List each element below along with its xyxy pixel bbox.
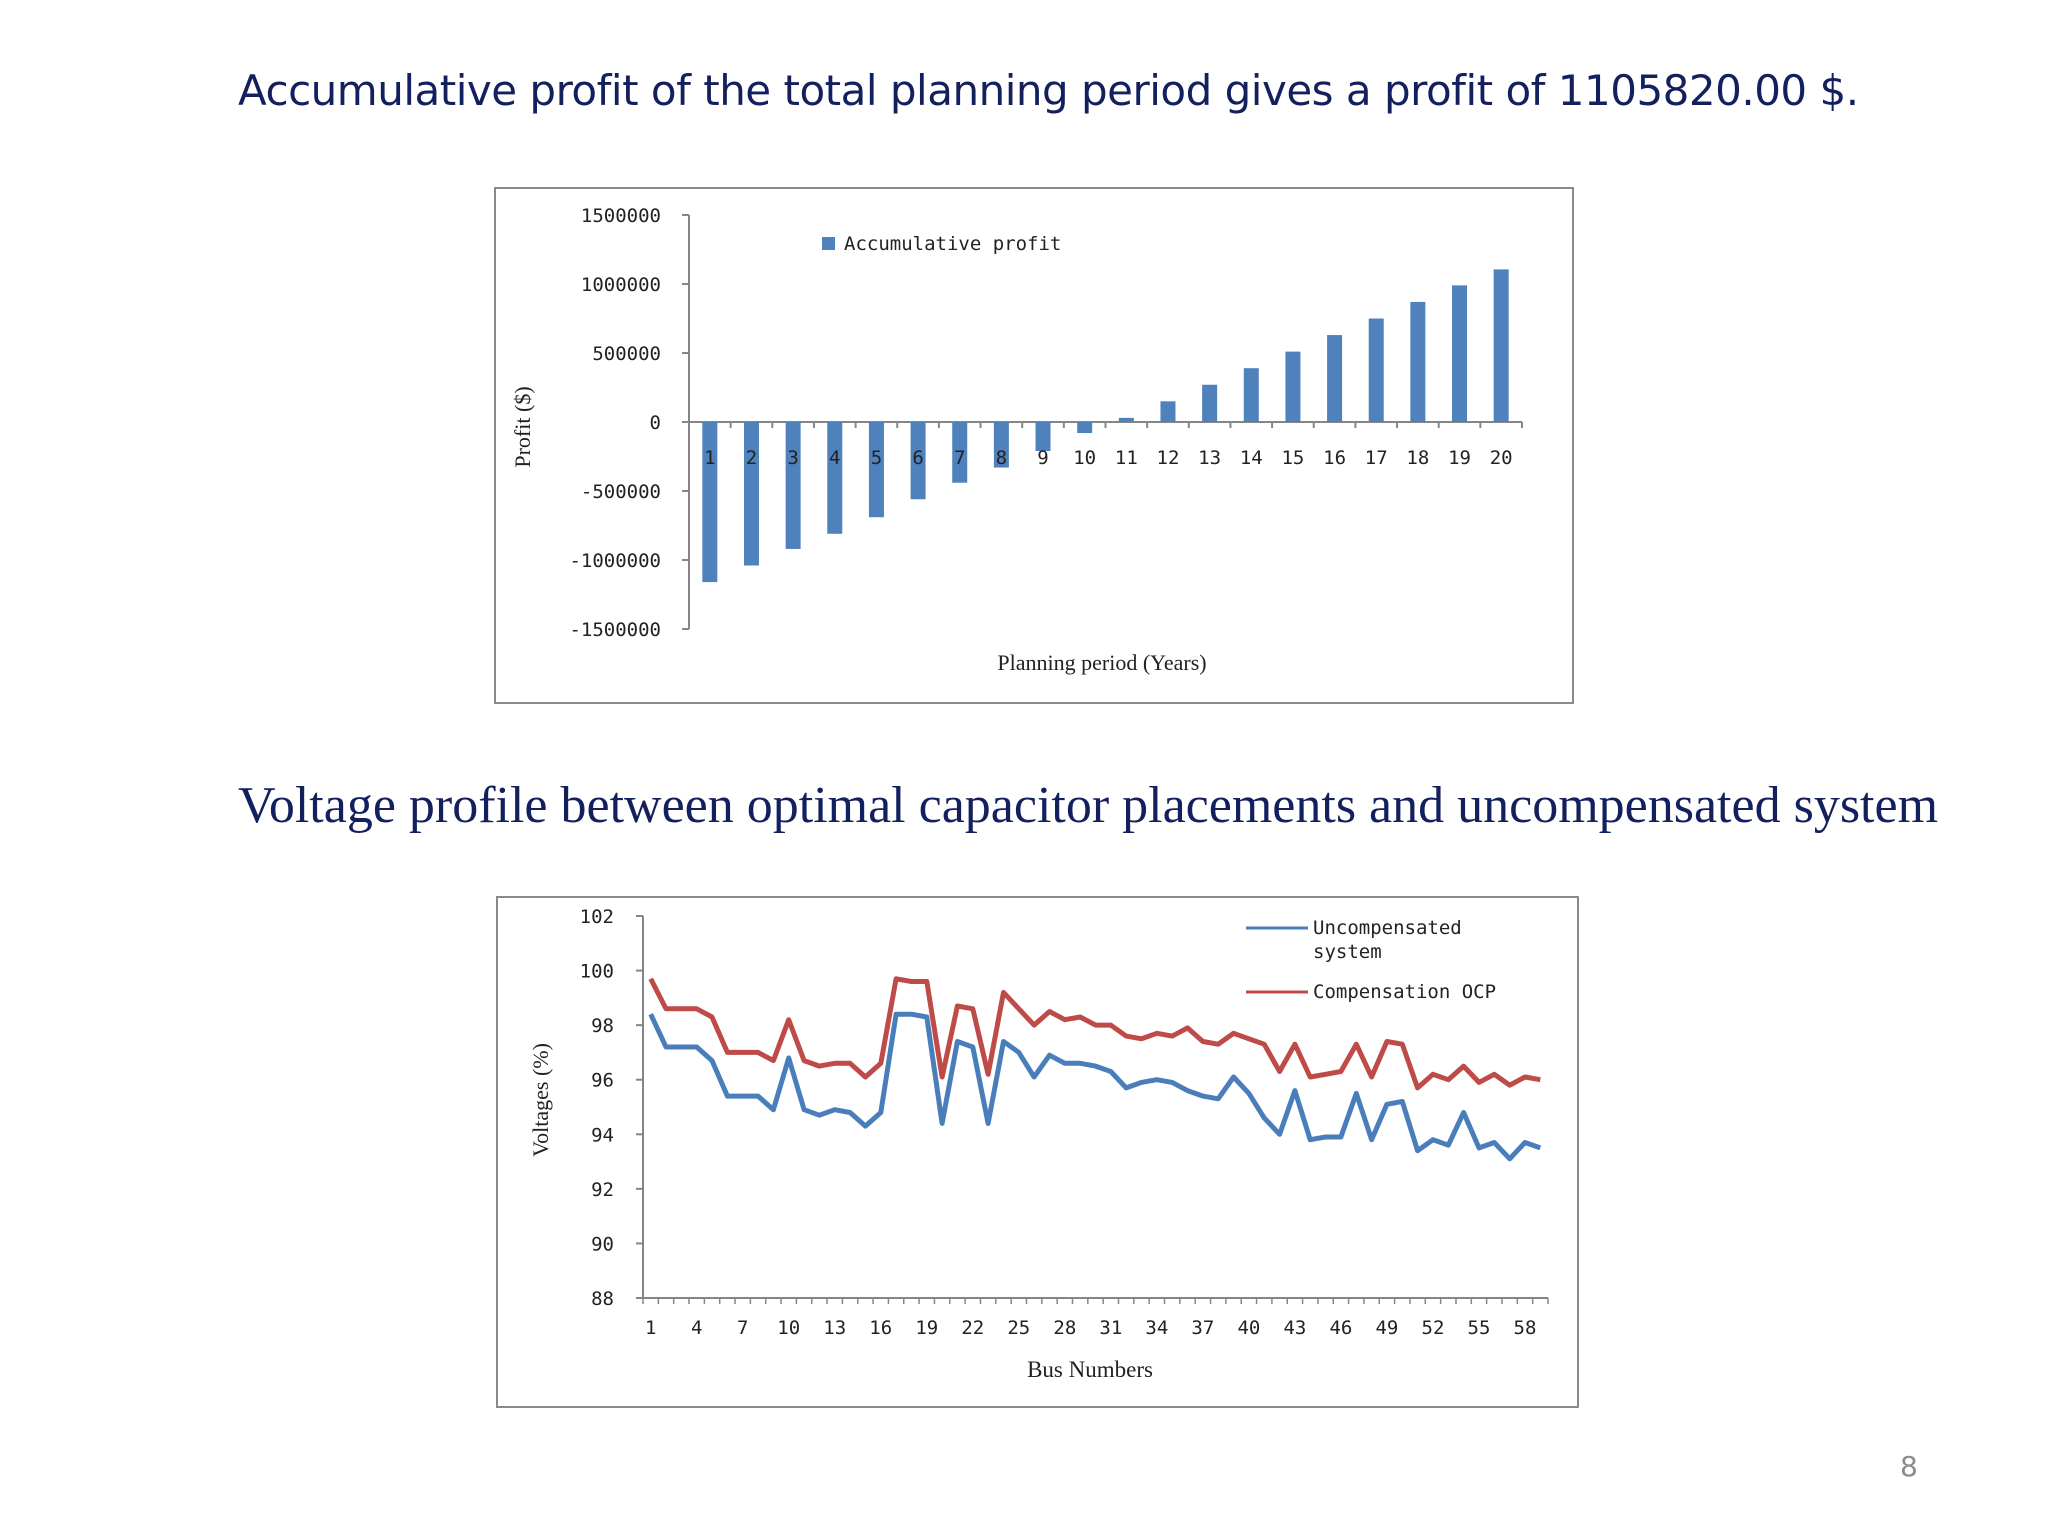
x-tick-label: 43 xyxy=(1283,1317,1306,1339)
y-axis-title: Profit ($) xyxy=(510,386,535,467)
y-tick-label: 98 xyxy=(591,1015,614,1037)
x-tick-label: 12 xyxy=(1157,447,1180,469)
y-tick-label: 90 xyxy=(591,1233,614,1255)
x-tick-label: 55 xyxy=(1468,1317,1491,1339)
x-tick-label: 49 xyxy=(1375,1317,1398,1339)
x-tick-label: 13 xyxy=(823,1317,846,1339)
compensation-ocp-series-line xyxy=(648,976,1541,1091)
x-tick-label: 19 xyxy=(915,1317,938,1339)
page-number: 8 xyxy=(1900,1450,1918,1483)
x-tick-label: 1 xyxy=(704,447,715,469)
y-tick-label: 92 xyxy=(591,1179,614,1201)
bar-year-20 xyxy=(1493,269,1509,422)
bar-year-4 xyxy=(827,422,843,534)
x-tick-label: 1 xyxy=(645,1317,656,1339)
profit-bar-chart-svg: 1500000 1000000 500000 0 -500000 -1000000 -150… xyxy=(510,205,1523,675)
bar-year-13 xyxy=(1202,384,1218,422)
bar-year-9 xyxy=(1035,422,1051,451)
bar-year-11 xyxy=(1118,417,1134,422)
x-tick-label: 18 xyxy=(1406,447,1429,469)
legend-label-uncompensated-line2: system xyxy=(1313,941,1382,963)
x-tick-label: 16 xyxy=(869,1317,892,1339)
bar-year-5 xyxy=(868,422,884,518)
bar-year-7 xyxy=(952,422,968,483)
bar-year-10 xyxy=(1077,422,1093,434)
bar-year-8 xyxy=(993,422,1009,468)
y-tick-label: -1000000 xyxy=(569,550,661,572)
x-tick-label: 7 xyxy=(954,447,965,469)
y-tick-label: -500000 xyxy=(581,481,661,503)
legend-label-compensation: Compensation OCP xyxy=(1313,981,1496,1003)
x-tick-label: 6 xyxy=(912,447,923,469)
x-tick-label: 19 xyxy=(1448,447,1471,469)
x-tick-label: 31 xyxy=(1099,1317,1122,1339)
x-tick-label: 13 xyxy=(1198,447,1221,469)
x-tick-label: 46 xyxy=(1329,1317,1352,1339)
slide-heading-profit: Accumulative profit of the total plannin… xyxy=(238,66,1859,115)
x-tick-label: 37 xyxy=(1191,1317,1214,1339)
legend-swatch xyxy=(822,237,835,250)
x-tick-label: 7 xyxy=(737,1317,748,1339)
x-tick-label: 8 xyxy=(996,447,1007,469)
x-tick-label: 4 xyxy=(691,1317,702,1339)
bar-year-2 xyxy=(743,422,759,566)
x-tick-label: 15 xyxy=(1281,447,1304,469)
x-tick-label: 52 xyxy=(1422,1317,1445,1339)
x-tick-label: 34 xyxy=(1145,1317,1168,1339)
slide-heading-voltage: Voltage profile between optimal capacito… xyxy=(238,777,1939,834)
y-tick-label: 100 xyxy=(580,961,614,983)
x-tick-label: 14 xyxy=(1240,447,1263,469)
x-tick-label: 20 xyxy=(1490,447,1513,469)
x-tick-label: 17 xyxy=(1365,447,1388,469)
y-tick-label: 96 xyxy=(591,1070,614,1092)
x-axis-title: Planning period (Years) xyxy=(997,650,1206,675)
y-tick-label: 88 xyxy=(591,1288,614,1310)
x-tick-label: 40 xyxy=(1237,1317,1260,1339)
legend-label-uncompensated: Uncompensated xyxy=(1313,917,1462,939)
x-tick-label: 2 xyxy=(746,447,757,469)
x-tick-label: 11 xyxy=(1115,447,1138,469)
bar-year-19 xyxy=(1452,285,1468,422)
x-tick-label: 22 xyxy=(961,1317,984,1339)
x-tick-label: 9 xyxy=(1037,447,1048,469)
voltage-line-chart: 102 100 98 96 94 92 90 88 1 4 7 10 13 16 19 22 25 28 31 34 3… xyxy=(496,896,1579,1408)
bar-year-14 xyxy=(1243,368,1259,422)
bar-year-15 xyxy=(1285,351,1301,422)
y-tick-label: 1000000 xyxy=(581,274,661,296)
uncompensated-series-line xyxy=(648,1011,1542,1162)
profit-bar-chart: 1500000 1000000 500000 0 -500000 -1000000 -150… xyxy=(494,187,1574,704)
y-tick-label: -1500000 xyxy=(569,619,661,641)
bar-year-3 xyxy=(785,422,801,549)
y-tick-label: 94 xyxy=(591,1124,614,1146)
x-tick-label: 25 xyxy=(1007,1317,1030,1339)
y-tick-label: 1500000 xyxy=(581,205,661,227)
bar-year-1 xyxy=(702,422,718,583)
y-tick-label: 102 xyxy=(580,906,614,928)
x-tick-label: 58 xyxy=(1514,1317,1537,1339)
y-axis-title: Voltages (%) xyxy=(528,1043,553,1157)
y-tick-label: 500000 xyxy=(592,343,661,365)
bar-year-6 xyxy=(910,422,926,500)
x-tick-label: 3 xyxy=(787,447,798,469)
bar-year-17 xyxy=(1368,318,1384,422)
x-tick-label: 10 xyxy=(1073,447,1096,469)
x-tick-label: 28 xyxy=(1053,1317,1076,1339)
x-tick-label: 10 xyxy=(777,1317,800,1339)
x-tick-label: 5 xyxy=(871,447,882,469)
legend-label: Accumulative profit xyxy=(844,233,1061,255)
x-tick-label: 16 xyxy=(1323,447,1346,469)
x-tick-label: 4 xyxy=(829,447,840,469)
bar-year-16 xyxy=(1327,335,1343,422)
y-tick-label: 0 xyxy=(650,412,661,434)
bar-year-18 xyxy=(1410,301,1426,422)
bar-year-12 xyxy=(1160,401,1176,422)
x-axis-title: Bus Numbers xyxy=(1027,1357,1153,1382)
voltage-line-chart-svg: 102 100 98 96 94 92 90 88 1 4 7 10 13 16 19 22 25 28 31 34 3… xyxy=(528,906,1549,1382)
